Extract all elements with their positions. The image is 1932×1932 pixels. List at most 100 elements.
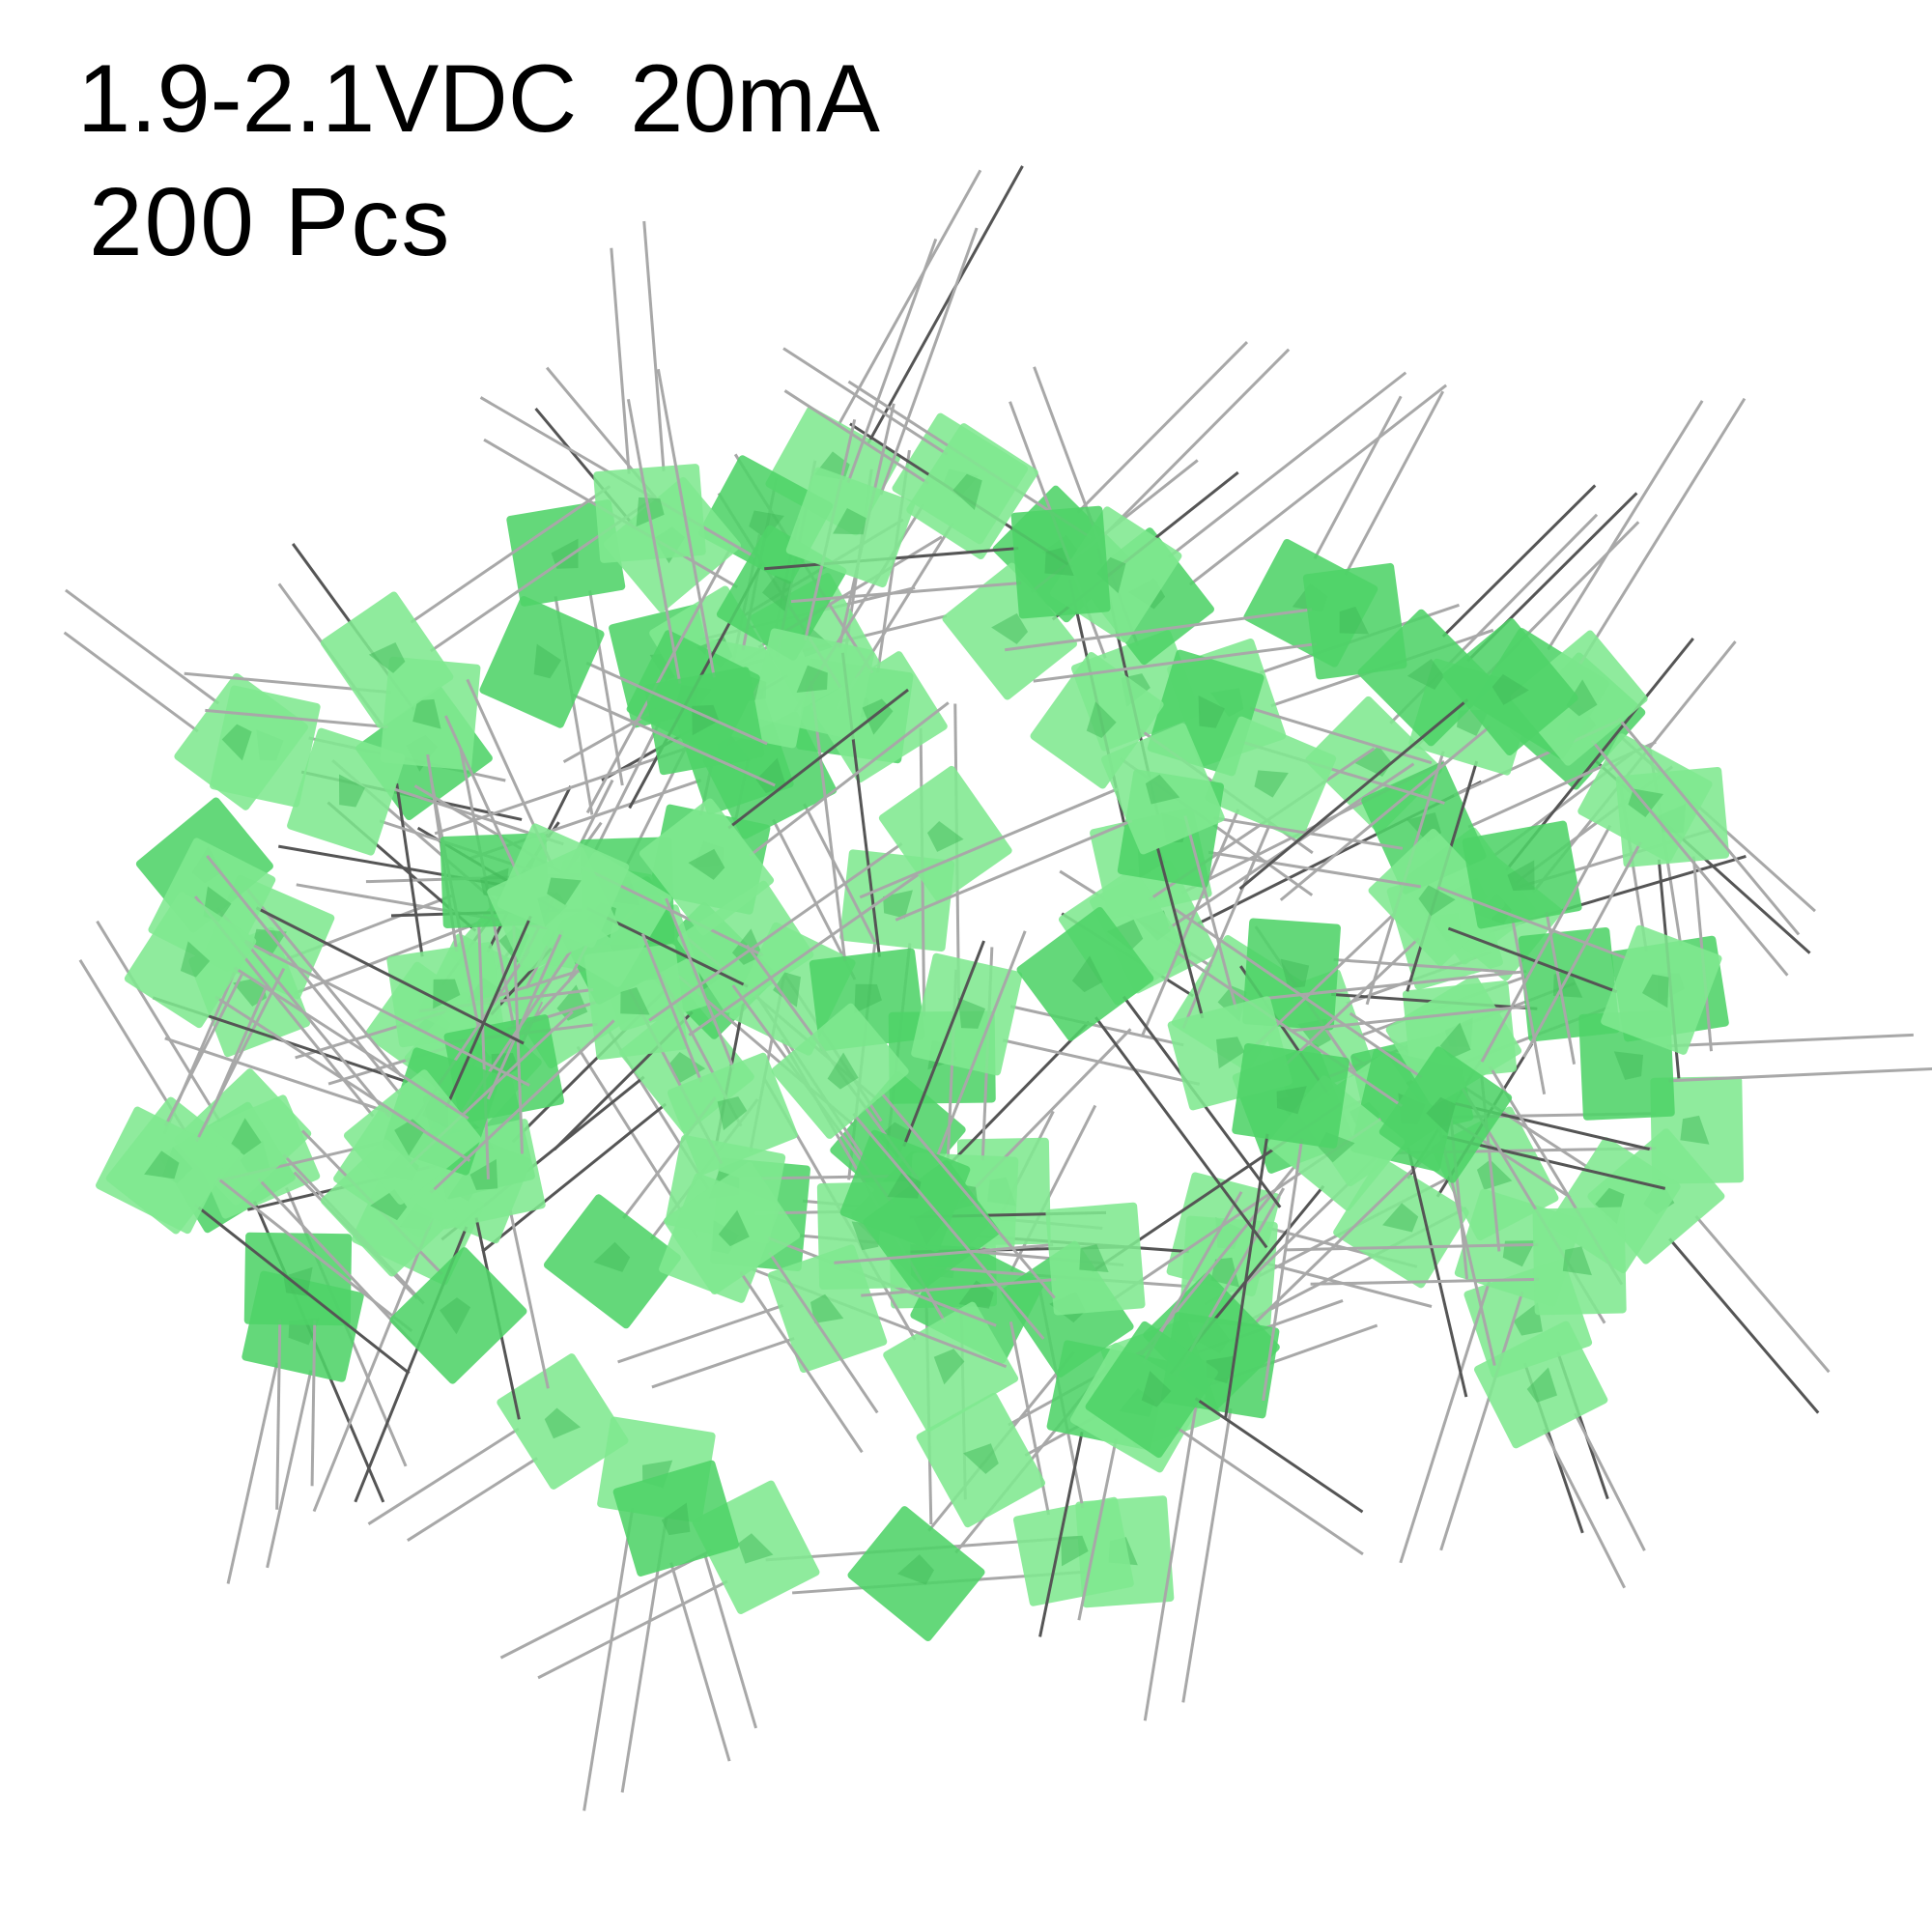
led-lead xyxy=(205,708,388,729)
led-lead xyxy=(407,1457,538,1542)
led-lead xyxy=(1262,1138,1304,1402)
led-die xyxy=(1406,659,1445,690)
led-lead xyxy=(1076,340,1249,514)
led xyxy=(367,1353,629,1542)
led xyxy=(639,688,950,936)
led-lead xyxy=(226,1362,279,1584)
led-lead xyxy=(1285,1242,1539,1252)
led-die xyxy=(1141,1371,1172,1407)
led-die xyxy=(833,507,867,535)
led xyxy=(1085,1321,1364,1556)
led-lead xyxy=(688,870,923,1037)
led-die xyxy=(991,612,1029,644)
led-lead xyxy=(96,920,223,1124)
led-die xyxy=(796,665,828,693)
led-lead xyxy=(193,1203,411,1375)
led-lead xyxy=(571,693,776,787)
led-lead xyxy=(1194,1397,1364,1514)
led-lead xyxy=(1208,850,1422,889)
led-die xyxy=(718,1209,750,1247)
led-die xyxy=(688,848,725,880)
led-die xyxy=(593,1241,631,1272)
led-lead xyxy=(1441,484,1597,638)
led-lead xyxy=(1155,847,1205,1019)
quantity-caption: 200 Pcs xyxy=(89,168,452,276)
led-lead xyxy=(656,368,716,678)
led-die xyxy=(1680,1115,1710,1145)
led-lead xyxy=(1101,348,1291,539)
led-lead xyxy=(610,247,631,474)
led-lead xyxy=(214,995,471,1162)
led xyxy=(63,588,309,810)
led-lead xyxy=(429,1019,615,1194)
led-lead xyxy=(255,906,525,1045)
led xyxy=(1474,1321,1646,1589)
led-lead xyxy=(275,1320,282,1510)
led-lead xyxy=(312,1212,436,1513)
led-die xyxy=(412,698,441,729)
led-die xyxy=(1086,701,1117,738)
led-lead xyxy=(1511,918,1547,1094)
led-die xyxy=(1071,955,1103,993)
led xyxy=(1016,906,1282,1249)
led-die xyxy=(1061,1535,1089,1567)
led-die xyxy=(1418,885,1456,917)
led-lead xyxy=(768,1251,879,1414)
led-die xyxy=(1641,974,1669,1009)
led-lead xyxy=(434,746,691,836)
led xyxy=(243,1232,353,1510)
led-lead xyxy=(648,842,903,1022)
led xyxy=(1223,1042,1350,1420)
led-die xyxy=(827,1052,859,1090)
led-lead xyxy=(861,1278,1057,1297)
led xyxy=(1238,617,1578,901)
led-lead xyxy=(1547,400,1704,651)
led-die xyxy=(144,1151,180,1179)
led-lead xyxy=(477,922,490,1179)
led xyxy=(96,967,286,1235)
led-lead xyxy=(1292,1004,1531,1033)
led-lead xyxy=(617,1304,784,1364)
led-die xyxy=(1276,1086,1307,1115)
led-lead xyxy=(749,701,950,857)
led-die xyxy=(958,1280,994,1309)
led-lead xyxy=(846,238,938,484)
led-lead xyxy=(1183,815,1238,1010)
led-die xyxy=(1492,673,1529,705)
led xyxy=(1285,1207,1627,1316)
led-lead xyxy=(310,1320,317,1487)
led xyxy=(626,368,765,776)
led-die xyxy=(551,538,579,569)
led-lead xyxy=(1403,1130,1468,1398)
led-die xyxy=(1106,919,1144,951)
led-lead xyxy=(727,688,909,830)
led-die xyxy=(957,997,986,1029)
led-die xyxy=(1280,958,1310,989)
led-die xyxy=(283,1266,313,1296)
led-lead xyxy=(1005,608,1313,652)
led-lead xyxy=(1576,397,1747,669)
led-die xyxy=(773,972,801,1008)
led-lead xyxy=(852,1112,1045,1340)
led-lead xyxy=(537,1579,728,1680)
led-lead xyxy=(444,915,532,1108)
led-die xyxy=(668,1051,706,1083)
led-lead xyxy=(1038,1431,1084,1637)
led-die xyxy=(1216,1037,1245,1069)
led-die xyxy=(1254,770,1289,798)
led-lead xyxy=(1437,886,1630,961)
led-die xyxy=(963,1443,999,1474)
led-lead xyxy=(1617,717,1801,936)
led-lead xyxy=(1310,1277,1540,1286)
spec-caption: 1.9-2.1VDC 20mA xyxy=(77,44,880,152)
led-lead xyxy=(512,921,524,1154)
led-die xyxy=(1426,1096,1456,1134)
led-die xyxy=(547,877,582,905)
led-lead xyxy=(1480,824,1612,1063)
led-lead xyxy=(1140,809,1240,1037)
led-lead xyxy=(790,581,1022,604)
led-lead xyxy=(1181,822,1272,1030)
led-lead xyxy=(859,787,1120,899)
led-die xyxy=(221,724,252,761)
led xyxy=(1174,908,1513,1183)
